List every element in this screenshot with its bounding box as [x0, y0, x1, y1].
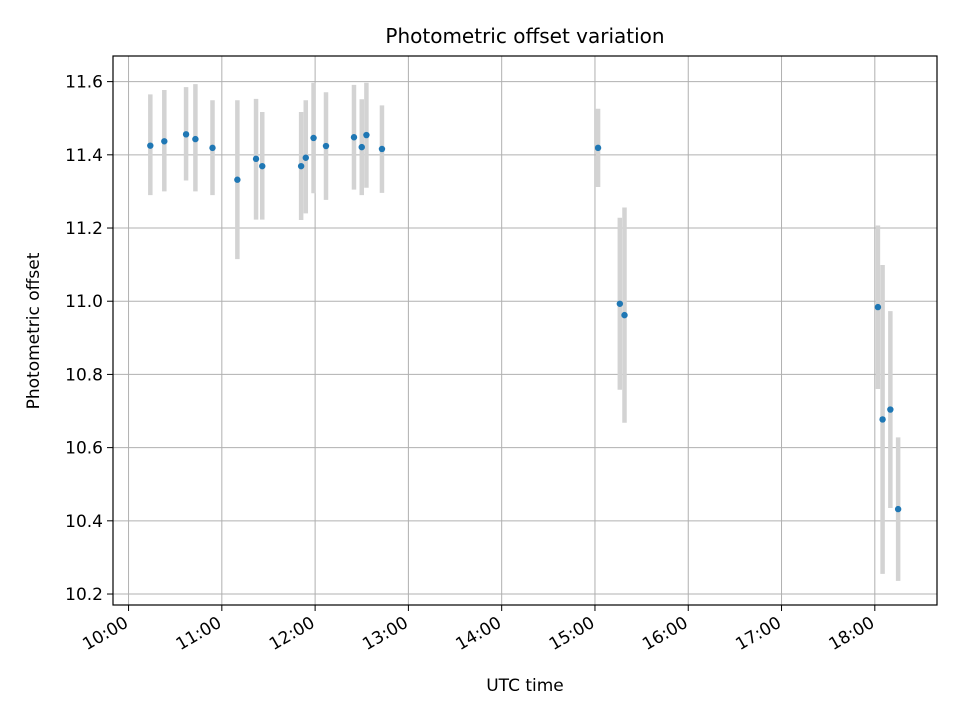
y-tick-label: 10.4 — [65, 512, 103, 532]
data-point — [310, 134, 317, 142]
plot-frame — [112, 55, 938, 606]
data-point — [147, 142, 154, 149]
y-tick-label: 10.6 — [65, 439, 103, 459]
data-point — [894, 505, 902, 513]
data-point — [234, 176, 241, 183]
data-point — [252, 155, 260, 163]
data-point — [350, 134, 358, 141]
data-point — [302, 154, 309, 161]
data-point — [874, 303, 882, 311]
chart-title: Photometric offset variation — [385, 24, 664, 48]
y-tick-label: 11.4 — [65, 146, 103, 166]
data-point — [363, 131, 370, 139]
data-point — [297, 162, 305, 170]
x-axis-label: UTC time — [486, 676, 564, 696]
data-point — [594, 144, 602, 152]
data-point — [259, 162, 266, 170]
data-point — [209, 144, 216, 152]
data-point — [322, 142, 330, 150]
y-tick-label: 11.0 — [65, 292, 103, 312]
data-point — [879, 416, 886, 423]
y-tick-label: 11.6 — [65, 73, 103, 93]
y-axis-label: Photometric offset — [24, 252, 44, 409]
data-points — [147, 131, 902, 513]
data-point — [887, 406, 894, 413]
y-axis-ticks: 10.2 10.4 10.6 10.8 11.0 11.2 11.4 11.6 — [65, 73, 113, 605]
y-tick-label: 10.8 — [65, 365, 103, 385]
data-point — [358, 143, 365, 151]
y-tick-label: 11.2 — [65, 219, 103, 239]
data-point — [182, 131, 190, 138]
data-point — [161, 138, 168, 145]
data-point — [616, 300, 624, 307]
data-point — [621, 311, 628, 319]
y-tick-label: 10.2 — [65, 585, 103, 605]
data-point — [192, 135, 199, 143]
data-point — [378, 145, 386, 153]
